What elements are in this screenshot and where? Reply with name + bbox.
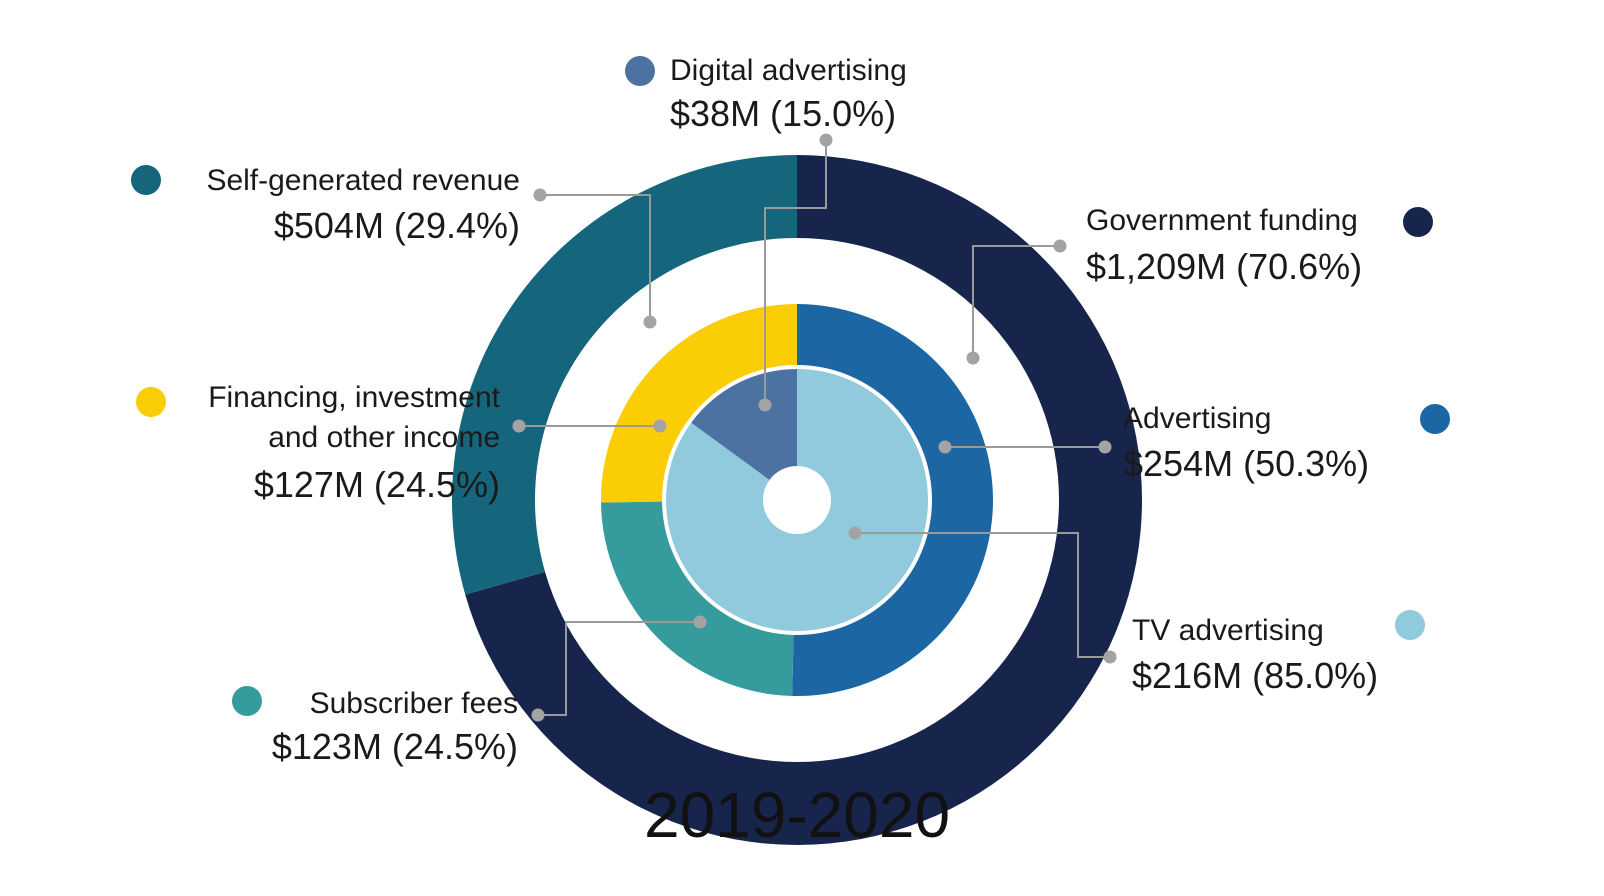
leader-dot-self_generated-label [533, 188, 547, 202]
legend-swatch-digital [625, 56, 655, 86]
legend-swatch-tv [1395, 610, 1425, 640]
leader-dot-subscriber-slice [693, 615, 707, 629]
legend-swatch-subscriber [232, 686, 262, 716]
label-name-advertising: Advertising [1123, 402, 1271, 435]
chart-labels: Digital advertising $38M (15.0%) Self-gene… [131, 54, 1450, 767]
label-value-subscriber: $123M (24.5%) [272, 726, 518, 767]
leader-line-subscriber [538, 621, 700, 716]
label-value-self_generated: $504M (29.4%) [274, 205, 520, 246]
leader-line-tv [855, 532, 1110, 658]
leader-line-self_generated [540, 194, 651, 322]
chart-title: 2019-2020 [644, 779, 950, 851]
leader-dot-government-slice [966, 351, 980, 365]
leader-dot-tv-slice [848, 526, 862, 540]
legend-swatch-government [1403, 207, 1433, 237]
legend-swatch-financing [136, 387, 166, 417]
label-value-advertising: $254M (50.3%) [1123, 443, 1369, 484]
leader-lines [512, 133, 1117, 722]
leader-dot-financing-slice [653, 419, 667, 433]
leader-dot-subscriber-label [531, 708, 545, 722]
chart-rings [451, 155, 1142, 846]
label-name-tv: TV advertising [1132, 614, 1324, 647]
label-name-subscriber: Subscriber fees [310, 687, 518, 720]
leader-dot-digital-slice [758, 398, 772, 412]
label-name-self_generated: Self-generated revenue [206, 164, 520, 197]
leader-line-government [972, 245, 1060, 358]
slice-advertising [792, 304, 994, 696]
leader-line-digital [764, 140, 827, 405]
label-value-government: $1,209M (70.6%) [1086, 246, 1362, 287]
slice-tv [665, 369, 928, 632]
leader-dot-advertising-label [1098, 440, 1112, 454]
leader-dot-digital-label [819, 133, 833, 147]
legend-swatch-advertising [1420, 404, 1450, 434]
legend-swatch-self_generated [131, 165, 161, 195]
label-value-financing: $127M (24.5%) [254, 464, 500, 505]
slice-digital [691, 369, 797, 480]
slice-self_generated [451, 155, 797, 595]
label-value-tv: $216M (85.0%) [1132, 655, 1378, 696]
leader-dot-government-label [1053, 239, 1067, 253]
label-value-digital: $38M (15.0%) [670, 93, 896, 134]
label-name-government: Government funding [1086, 204, 1358, 237]
leader-dot-advertising-slice [938, 440, 952, 454]
slice-financing [601, 304, 797, 503]
leader-dot-self_generated-slice [643, 315, 657, 329]
label-name-financing-line-2: and other income [268, 421, 500, 454]
leader-dot-tv-label [1103, 650, 1117, 664]
label-name-financing-line-1: Financing, investment [208, 381, 500, 414]
leader-dot-financing-label [512, 419, 526, 433]
label-name-digital: Digital advertising [670, 54, 907, 87]
slice-subscriber [601, 501, 794, 696]
